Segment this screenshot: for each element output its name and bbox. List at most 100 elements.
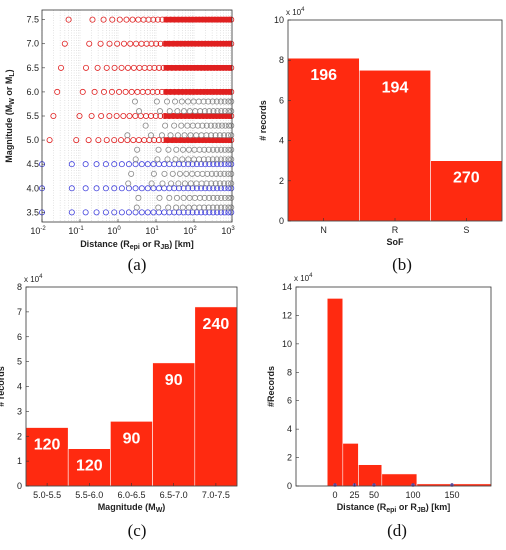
panel-a-point bbox=[116, 16, 123, 23]
panel-a-point bbox=[221, 170, 228, 177]
panel-a-point bbox=[196, 204, 203, 211]
panel-d-ytick-label: 8 bbox=[287, 367, 292, 377]
panel-a-label: (a) bbox=[128, 255, 147, 274]
panel-a-point bbox=[203, 132, 210, 139]
panel-a-ytick-label: 6.5 bbox=[26, 63, 39, 73]
panel-a-point bbox=[180, 108, 187, 115]
panel-a-point bbox=[76, 113, 83, 120]
panel-a-point bbox=[222, 122, 229, 129]
panel-a-point bbox=[68, 209, 75, 216]
panel-a-point bbox=[111, 137, 118, 144]
panel-a-ylabel: Magnitude (MW or ML) bbox=[4, 69, 16, 162]
panel-a-point bbox=[144, 161, 151, 168]
panel-a-point bbox=[206, 194, 213, 201]
panel-a-ytick-label: 3.5 bbox=[26, 207, 39, 217]
panel-a-point bbox=[111, 64, 118, 71]
panel-d-histogram: 0 25 50 100 150 0 2 4 6 8 10 12 14x 104 Distance (Rep… bbox=[266, 273, 492, 540]
panel-a-point bbox=[93, 185, 100, 192]
panel-a-point bbox=[154, 88, 161, 95]
panel-a-point bbox=[152, 113, 159, 120]
panel-a-point bbox=[225, 170, 232, 177]
panel-a-point bbox=[132, 185, 139, 192]
panel-c-ytick-label: 0 bbox=[17, 481, 22, 491]
panel-b-ytick-label: 4 bbox=[279, 136, 284, 146]
panel-a-point bbox=[198, 161, 205, 168]
panel-c-bar-label: 240 bbox=[203, 316, 230, 333]
panel-a-point bbox=[217, 180, 224, 187]
panel-a-point bbox=[50, 113, 57, 120]
panel-a-point bbox=[150, 170, 157, 177]
panel-d-bar bbox=[342, 443, 359, 487]
panel-a-point bbox=[86, 40, 93, 47]
panel-a-point bbox=[210, 194, 217, 201]
panel-a-point bbox=[118, 64, 125, 71]
panel-a-point bbox=[196, 146, 203, 153]
panel-a-point bbox=[225, 204, 232, 211]
panel-a-point bbox=[225, 180, 232, 187]
panel-d-xtick-label: 0 bbox=[332, 490, 337, 500]
panel-b-xlabel: SoF bbox=[387, 237, 405, 247]
panel-a-point bbox=[150, 16, 157, 23]
panel-a-point bbox=[159, 180, 166, 187]
panel-a-point bbox=[65, 16, 72, 23]
panel-a-point bbox=[145, 16, 152, 23]
panel-a-point bbox=[111, 185, 118, 192]
panel-a-point bbox=[218, 108, 225, 115]
panel-c-bar bbox=[25, 427, 69, 487]
panel-b-ytick-label: 6 bbox=[279, 95, 284, 105]
panel-a-point bbox=[106, 40, 113, 47]
panel-c-xtick-label: 6.0-6.5 bbox=[117, 490, 145, 500]
panel-a-point bbox=[93, 209, 100, 216]
panel-a-point bbox=[205, 146, 212, 153]
panel-a-point bbox=[205, 156, 212, 163]
panel-c-label: (c) bbox=[128, 521, 147, 540]
panel-a-point bbox=[148, 180, 155, 187]
panel-d-ylabel: #Records bbox=[266, 366, 276, 407]
panel-a-point bbox=[213, 170, 220, 177]
panel-a-point bbox=[111, 209, 118, 216]
panel-a-point bbox=[228, 180, 235, 187]
panel-c-bar-label: 90 bbox=[123, 430, 141, 447]
panel-a-point bbox=[225, 108, 232, 115]
panel-a-point bbox=[128, 88, 135, 95]
panel-a-dense-band bbox=[163, 16, 232, 23]
panel-c-bar bbox=[152, 362, 196, 487]
panel-a-point bbox=[228, 204, 235, 211]
panel-a-point bbox=[100, 16, 107, 23]
panel-a-dense-band bbox=[163, 113, 232, 119]
panel-a-point bbox=[221, 156, 228, 163]
panel-a-dense-band bbox=[163, 89, 232, 95]
panel-a-point bbox=[103, 64, 110, 71]
panel-a-point bbox=[144, 209, 151, 216]
panel-d-xtick-label: 100 bbox=[405, 490, 420, 500]
panel-c-bar bbox=[194, 306, 238, 487]
panel-a-point bbox=[201, 146, 208, 153]
panel-a-point bbox=[225, 156, 232, 163]
panel-a-point bbox=[200, 98, 207, 105]
panel-a-ytick-label: 5.0 bbox=[26, 135, 39, 145]
panel-a-point bbox=[201, 108, 208, 115]
panel-a-dense-band bbox=[163, 65, 232, 71]
panel-d-ytick-label: 0 bbox=[287, 481, 292, 491]
panel-a-point bbox=[85, 137, 92, 144]
panel-a-ytick-label: 5.5 bbox=[26, 111, 39, 121]
panel-a-point bbox=[102, 209, 109, 216]
panel-a-point bbox=[167, 132, 174, 139]
panel-a-point bbox=[196, 194, 203, 201]
panel-c-xtick-label: 6.5-7.0 bbox=[160, 490, 188, 500]
panel-b-ytick-label: 10 bbox=[274, 15, 284, 25]
panel-a-point bbox=[173, 146, 180, 153]
panel-a-point bbox=[122, 88, 129, 95]
panel-a-point bbox=[164, 156, 171, 163]
panel-a-dense-band bbox=[163, 137, 232, 143]
panel-a-point bbox=[225, 194, 232, 201]
panel-c-ytick-label: 3 bbox=[17, 406, 22, 416]
panel-a-point bbox=[199, 170, 206, 177]
panel-a-point bbox=[179, 156, 186, 163]
panel-a-point bbox=[199, 122, 206, 129]
panel-a-point bbox=[213, 98, 220, 105]
panel-c-ytick-label: 4 bbox=[17, 382, 22, 392]
panel-d-y-multiplier: x 104 bbox=[294, 273, 313, 283]
panel-a-point bbox=[201, 194, 208, 201]
panel-b-bar bbox=[359, 69, 431, 222]
